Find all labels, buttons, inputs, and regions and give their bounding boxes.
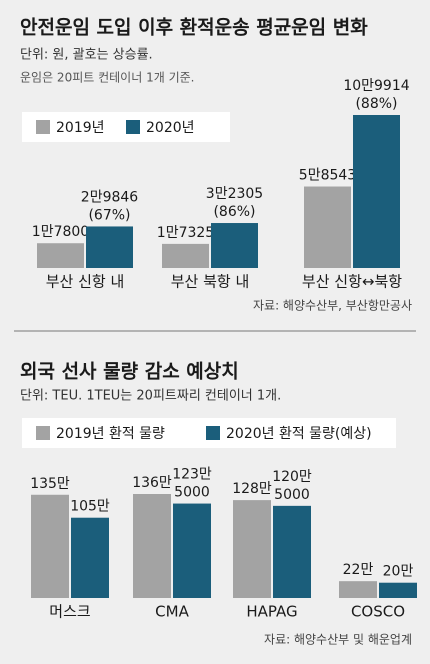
x-tick-label: 부산 신항↔북항 [302, 273, 402, 291]
data-label: 10만9914 [343, 78, 409, 94]
bar [71, 517, 109, 598]
source: 자료: 해양수산부 및 해운업계 [264, 633, 412, 647]
legend-label: 2019년 환적 물량 [56, 426, 165, 442]
data-label: 3만2305 [206, 186, 263, 202]
data-label: 1만7800 [32, 224, 89, 240]
bar [379, 582, 417, 598]
legend-label: 2020년 [146, 120, 195, 136]
x-tick-label: CMA [155, 603, 189, 621]
data-label: 2만9846 [81, 189, 139, 205]
data-label: (86%) [213, 204, 255, 220]
bar [304, 186, 351, 268]
legend-swatch [126, 120, 140, 134]
data-label: 5만8543 [299, 168, 356, 184]
legend-label: 2019년 [56, 120, 105, 136]
bar [133, 494, 171, 598]
x-tick-label: 부산 북항 내 [171, 273, 250, 291]
legend-swatch [36, 120, 50, 134]
x-tick-label: 부산 신항 내 [46, 273, 125, 291]
bar [37, 243, 84, 268]
data-label: 123만 [172, 467, 212, 483]
bar [233, 500, 271, 598]
bar [86, 226, 133, 268]
bar [173, 503, 211, 598]
bar [339, 581, 377, 598]
data-label: (88%) [355, 96, 397, 112]
x-tick-label: COSCO [351, 603, 405, 621]
chart-note: 운임은 20피트 컨테이너 1개 기준. [20, 71, 194, 85]
data-label: 135만 [30, 476, 70, 492]
data-label: 5000 [174, 485, 210, 501]
bar [211, 223, 258, 268]
bar [353, 115, 400, 268]
data-label: 120만 [272, 469, 312, 485]
source: 자료: 해양수산부, 부산항만공사 [253, 299, 412, 313]
data-label: 136만 [132, 475, 172, 491]
data-label: 22만 [343, 562, 374, 578]
bar [162, 243, 209, 268]
data-label: 105만 [70, 499, 110, 515]
data-label: 20만 [383, 564, 414, 580]
x-tick-label: HAPAG [246, 603, 297, 621]
legend-label: 2020년 환적 물량(예상) [226, 426, 372, 442]
data-label: (67%) [88, 207, 130, 223]
data-label: 128만 [232, 481, 272, 497]
chart-subtitle: 단위: TEU. 1TEU는 20피트짜리 컨테이너 1개. [20, 389, 281, 404]
chart-subtitle: 단위: 원, 괄호는 상승률. [20, 48, 153, 63]
chart-title: 안전운임 도입 이후 환적운송 평균운임 변화 [20, 17, 368, 39]
x-tick-label: 머스크 [49, 603, 90, 621]
legend-swatch [36, 426, 50, 440]
bar [31, 494, 69, 598]
bar [273, 505, 311, 598]
chart-title: 외국 선사 물량 감소 예상치 [20, 361, 239, 383]
legend-swatch [206, 426, 220, 440]
data-label: 1만7325 [157, 225, 214, 241]
data-label: 5000 [274, 487, 310, 503]
